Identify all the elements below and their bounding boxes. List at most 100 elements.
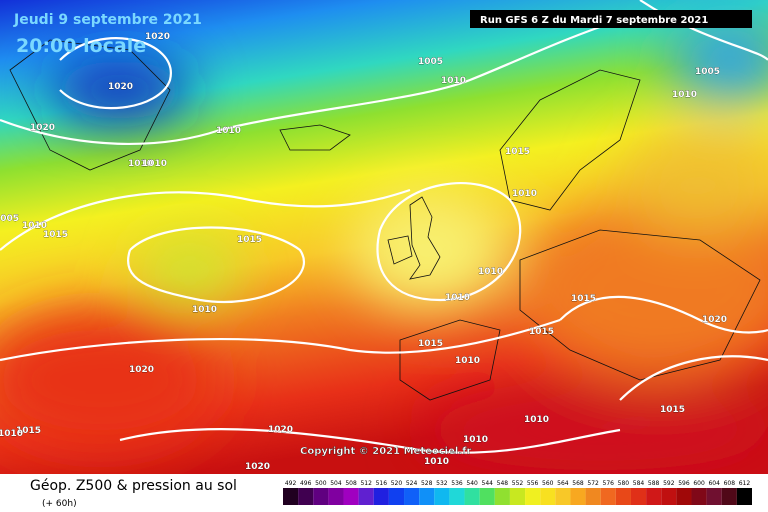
scale-cell	[509, 488, 526, 505]
scale-cell	[630, 488, 647, 505]
isobar-label: 1010	[463, 435, 488, 445]
scale-label: 600	[693, 480, 705, 487]
scale-label: 532	[436, 480, 448, 487]
scale-label: 540	[466, 480, 478, 487]
scale-label: 596	[678, 480, 690, 487]
scale-label: 592	[663, 480, 675, 487]
scale-cell	[600, 488, 616, 505]
copyright: Copyright © 2021 Meteociel.fr	[300, 446, 471, 457]
scale-label: 552	[512, 480, 524, 487]
scale-cell	[721, 488, 737, 505]
run-info: Run GFS 6 Z du Mardi 7 septembre 2021	[480, 15, 708, 26]
isobar-label: 1015	[16, 426, 41, 436]
scale-label: 556	[527, 480, 539, 487]
isobar-label: 1010	[441, 76, 466, 86]
scale-label: 604	[708, 480, 720, 487]
scale-label: 516	[376, 480, 388, 487]
legend-title: Géop. Z500 & pression au sol	[30, 478, 237, 494]
scale-cell	[570, 488, 586, 505]
scale-cell	[555, 488, 571, 505]
coastlines	[9, 39, 761, 401]
scale-cell	[646, 488, 662, 505]
scale-label: 580	[618, 480, 630, 487]
scale-label: 576	[603, 480, 615, 487]
isobar-label: 1010	[0, 429, 23, 439]
isobar-label: 1010	[424, 457, 449, 467]
scale-cell	[434, 488, 450, 505]
isobar-label: 1010	[216, 126, 241, 136]
isobar-label: 1015	[237, 235, 262, 245]
scale-label: 508	[345, 480, 357, 487]
isobar-label: 1015	[43, 230, 68, 240]
color-scale: 492 496 500 504 508 512 516 520 524 528 532 536 540 5…	[283, 480, 752, 505]
scale-cell	[525, 488, 541, 505]
scale-cell	[283, 488, 299, 505]
isobar-label: 1020	[108, 82, 133, 92]
scale-cell	[464, 488, 480, 505]
scale-label: 520	[391, 480, 403, 487]
scale-label: 564	[557, 480, 569, 487]
scale-label: 504	[330, 480, 342, 487]
scale-cell	[661, 488, 677, 505]
scale-cell	[343, 488, 359, 505]
scale-cell	[615, 488, 631, 505]
scale-label: 512	[360, 480, 372, 487]
scale-cell	[736, 488, 752, 505]
isobar-labels: 1020 1020 1020 1005 1010 1010 1010 1010 …	[0, 32, 727, 472]
scale-cell	[373, 488, 389, 505]
isobar-label: 1020	[245, 462, 270, 472]
isobar-label: 1010	[478, 267, 503, 277]
scale-label: 548	[497, 480, 509, 487]
scale-cell	[585, 488, 601, 505]
isobar-label: 1015	[418, 339, 443, 349]
scale-cell	[676, 488, 692, 505]
isobar-label: 1005	[695, 67, 720, 77]
scale-label: 588	[648, 480, 660, 487]
isobar-label: 1005	[418, 57, 443, 67]
scale-label: 572	[587, 480, 599, 487]
isobar-label: 1020	[268, 425, 293, 435]
isobar-label: 1020	[702, 315, 727, 325]
map-date: Jeudi 9 septembre 2021	[13, 12, 202, 28]
isobar-label: 1015	[660, 405, 685, 415]
scale-label: 528	[421, 480, 433, 487]
scale-cell	[494, 488, 510, 505]
isobars	[0, 0, 768, 453]
isobar-label: 1005	[0, 214, 19, 224]
isobar-label: 1010	[524, 415, 549, 425]
map-time: 20:00 locale	[16, 35, 146, 57]
scale-label: 496	[300, 480, 312, 487]
isobar-label: 1010	[672, 90, 697, 100]
isobar-label: 1010	[192, 305, 217, 315]
scale-label: 492	[285, 480, 297, 487]
scale-label: 524	[406, 480, 418, 487]
isobar-label: 1010	[512, 189, 537, 199]
scale-cell	[404, 488, 420, 505]
scale-cell	[388, 488, 405, 505]
isobar-label: 1020	[30, 123, 55, 133]
isobar-label: 1015	[505, 147, 530, 157]
scale-cell	[328, 488, 344, 505]
scale-label: 584	[633, 480, 645, 487]
scale-label: 560	[542, 480, 554, 487]
isobar-label: 1010	[455, 356, 480, 366]
scale-cell	[540, 488, 556, 505]
isobar-label: 1010	[142, 159, 167, 169]
map-field	[0, 0, 768, 474]
isobar-label: 1015	[571, 294, 596, 304]
scale-cell	[298, 488, 314, 505]
scale-label: 612	[739, 480, 751, 487]
run-box	[470, 10, 752, 28]
scale-cell	[358, 488, 374, 505]
isobar-label: 1020	[129, 365, 154, 375]
scale-label: 544	[482, 480, 494, 487]
scale-label: 608	[724, 480, 736, 487]
scale-cell	[313, 488, 329, 505]
scale-label: 536	[451, 480, 463, 487]
scale-cell	[479, 488, 495, 505]
isobar-label: 1010	[128, 159, 153, 169]
isobar-label: 1010	[445, 293, 470, 303]
isobar-label: 1020	[145, 32, 170, 42]
legend-subtitle: (+ 60h)	[42, 499, 77, 509]
